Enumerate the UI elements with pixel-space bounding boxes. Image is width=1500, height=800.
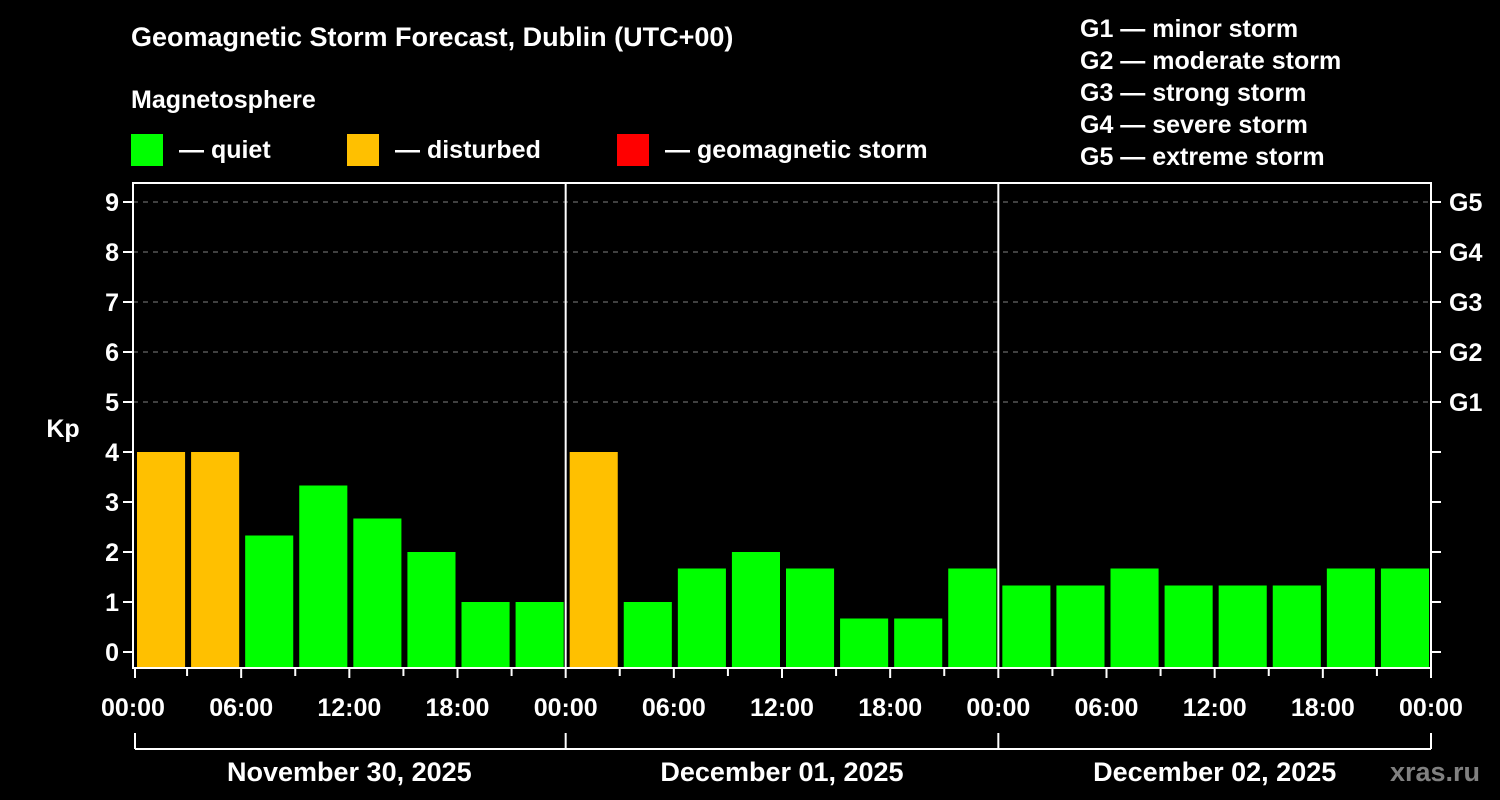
kp-bar bbox=[1380, 568, 1429, 668]
legend-quiet-label: — quiet bbox=[179, 135, 271, 164]
x-tick-label: 12:00 bbox=[317, 694, 381, 722]
kp-bar bbox=[1056, 585, 1105, 668]
kp-bar bbox=[623, 602, 672, 668]
y-tick-label: 0 bbox=[105, 639, 119, 667]
kp-bar bbox=[1110, 568, 1159, 668]
kp-bar bbox=[840, 618, 889, 668]
kp-bar bbox=[1164, 585, 1213, 668]
y-tick-label: 3 bbox=[105, 489, 119, 517]
y-tick-label: 5 bbox=[105, 389, 119, 417]
g1-description: G1 — minor storm bbox=[1080, 15, 1299, 43]
date-label: November 30, 2025 bbox=[227, 757, 472, 787]
g-scale-legend: G1 — minor storm G2 — moderate storm G3 … bbox=[1080, 13, 1341, 173]
kp-bar bbox=[731, 552, 780, 668]
x-tick-label: 06:00 bbox=[1075, 694, 1139, 722]
date-label: December 02, 2025 bbox=[1093, 757, 1336, 787]
kp-bar bbox=[461, 602, 510, 668]
g4-description: G4 — severe storm bbox=[1080, 111, 1308, 139]
kp-bar bbox=[894, 618, 943, 668]
date-label: December 01, 2025 bbox=[660, 757, 903, 787]
x-tick-label: 06:00 bbox=[642, 694, 706, 722]
kp-bar bbox=[1272, 585, 1321, 668]
y-tick-label: 6 bbox=[105, 339, 119, 367]
y-axis-label: Kp bbox=[46, 415, 79, 443]
x-tick-label: 18:00 bbox=[1291, 694, 1355, 722]
x-tick-label: 18:00 bbox=[426, 694, 490, 722]
x-tick-label: 18:00 bbox=[858, 694, 922, 722]
legend-quiet: — quiet bbox=[131, 134, 271, 166]
kp-bar bbox=[1326, 568, 1375, 668]
x-tick-label: 12:00 bbox=[1183, 694, 1247, 722]
kp-bar bbox=[569, 452, 618, 668]
kp-bar bbox=[786, 568, 835, 668]
x-tick-label: 00:00 bbox=[534, 694, 598, 722]
kp-bar bbox=[191, 452, 240, 668]
kp-bar bbox=[1002, 585, 1051, 668]
x-tick-label: 00:00 bbox=[966, 694, 1030, 722]
legend-disturbed: — disturbed bbox=[347, 134, 541, 166]
y-tick-label: 2 bbox=[105, 539, 119, 567]
kp-bar bbox=[353, 518, 402, 668]
kp-bar bbox=[407, 552, 456, 668]
g-level-label: G2 bbox=[1449, 339, 1482, 367]
y-tick-label: 1 bbox=[105, 589, 119, 617]
y-tick-label: 9 bbox=[105, 189, 119, 217]
legend-storm: — geomagnetic storm bbox=[617, 134, 928, 166]
y-tick-label: 8 bbox=[105, 239, 119, 267]
g5-description: G5 — extreme storm bbox=[1080, 143, 1325, 171]
chart-title: Geomagnetic Storm Forecast, Dublin (UTC+… bbox=[131, 22, 734, 52]
legend-subtitle: Magnetosphere bbox=[131, 86, 316, 114]
x-tick-label: 06:00 bbox=[209, 694, 273, 722]
kp-bar bbox=[245, 535, 294, 668]
legend-storm-label: — geomagnetic storm bbox=[665, 135, 928, 164]
x-tick-label: 00:00 bbox=[1399, 694, 1463, 722]
kp-bar bbox=[1218, 585, 1267, 668]
g3-description: G3 — strong storm bbox=[1080, 79, 1307, 107]
g-level-label: G3 bbox=[1449, 289, 1482, 317]
legend-disturbed-label: — disturbed bbox=[395, 135, 541, 164]
x-tick-label: 00:00 bbox=[101, 694, 165, 722]
quiet-swatch bbox=[131, 134, 163, 166]
kp-bar bbox=[137, 452, 186, 668]
y-tick-label: 4 bbox=[105, 439, 119, 467]
kp-bar bbox=[948, 568, 997, 668]
kp-bar bbox=[515, 602, 564, 668]
g-level-label: G4 bbox=[1449, 239, 1482, 267]
y-tick-label: 7 bbox=[105, 289, 119, 317]
g2-description: G2 — moderate storm bbox=[1080, 47, 1342, 75]
g-level-label: G1 bbox=[1449, 389, 1482, 417]
kp-bar bbox=[299, 485, 348, 668]
g-level-label: G5 bbox=[1449, 189, 1482, 217]
disturbed-swatch bbox=[347, 134, 379, 166]
storm-swatch bbox=[617, 134, 649, 166]
x-tick-label: 12:00 bbox=[750, 694, 814, 722]
kp-bar bbox=[677, 568, 726, 668]
watermark: xras.ru bbox=[1390, 757, 1480, 787]
